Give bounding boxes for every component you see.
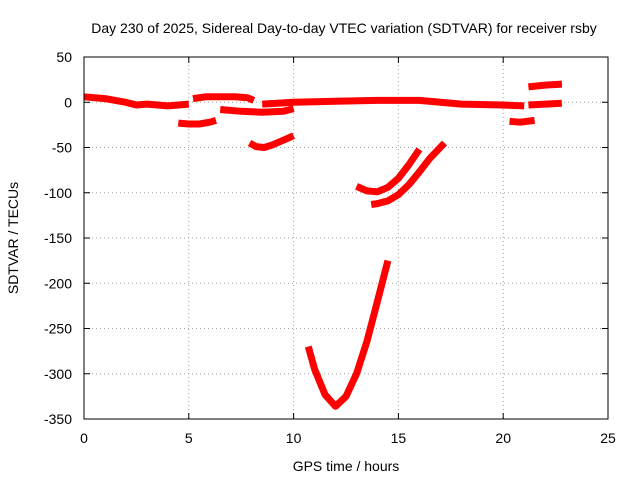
y-tick-label: 50	[56, 49, 72, 65]
series-seg-1	[83, 93, 190, 110]
series-seg-9	[304, 259, 392, 410]
chart-title: Day 230 of 2025, Sidereal Day-to-day VTE…	[91, 20, 597, 36]
x-axis-label: GPS time / hours	[293, 458, 400, 474]
series-seg-2	[192, 93, 256, 104]
series-seg-3	[219, 105, 295, 116]
grid-layer	[84, 57, 608, 419]
x-tick-label: 0	[80, 430, 88, 446]
series-seg-11	[528, 80, 563, 91]
tick-layer: 0 5 10 15 20 25 50 0 -50 -100 -150 -200 -250 -300 -350	[44, 49, 616, 446]
series-layer	[83, 80, 563, 410]
y-tick-label: -100	[44, 185, 72, 201]
series-seg-8	[370, 140, 448, 208]
x-tick-label: 15	[391, 430, 407, 446]
y-tick-label: -300	[44, 366, 72, 382]
series-seg-6	[247, 132, 296, 151]
series-seg-10	[509, 116, 536, 126]
y-tick-label: 0	[64, 94, 72, 110]
x-tick-label: 20	[495, 430, 511, 446]
y-tick-label: -350	[44, 411, 72, 427]
series-seg-5	[178, 117, 217, 128]
series-seg-12	[528, 99, 563, 109]
x-tick-label: 5	[185, 430, 193, 446]
y-tick-label: -250	[44, 321, 72, 337]
plot-frame	[83, 56, 609, 420]
x-tick-label: 10	[286, 430, 302, 446]
y-tick-label: -200	[44, 275, 72, 291]
series-seg-7	[355, 147, 423, 196]
series-seg-4	[261, 96, 525, 110]
y-tick-label: -50	[52, 140, 72, 156]
x-tick-label: 25	[600, 430, 616, 446]
y-axis-label: SDTVAR / TECUs	[5, 182, 21, 294]
y-tick-label: -150	[44, 230, 72, 246]
